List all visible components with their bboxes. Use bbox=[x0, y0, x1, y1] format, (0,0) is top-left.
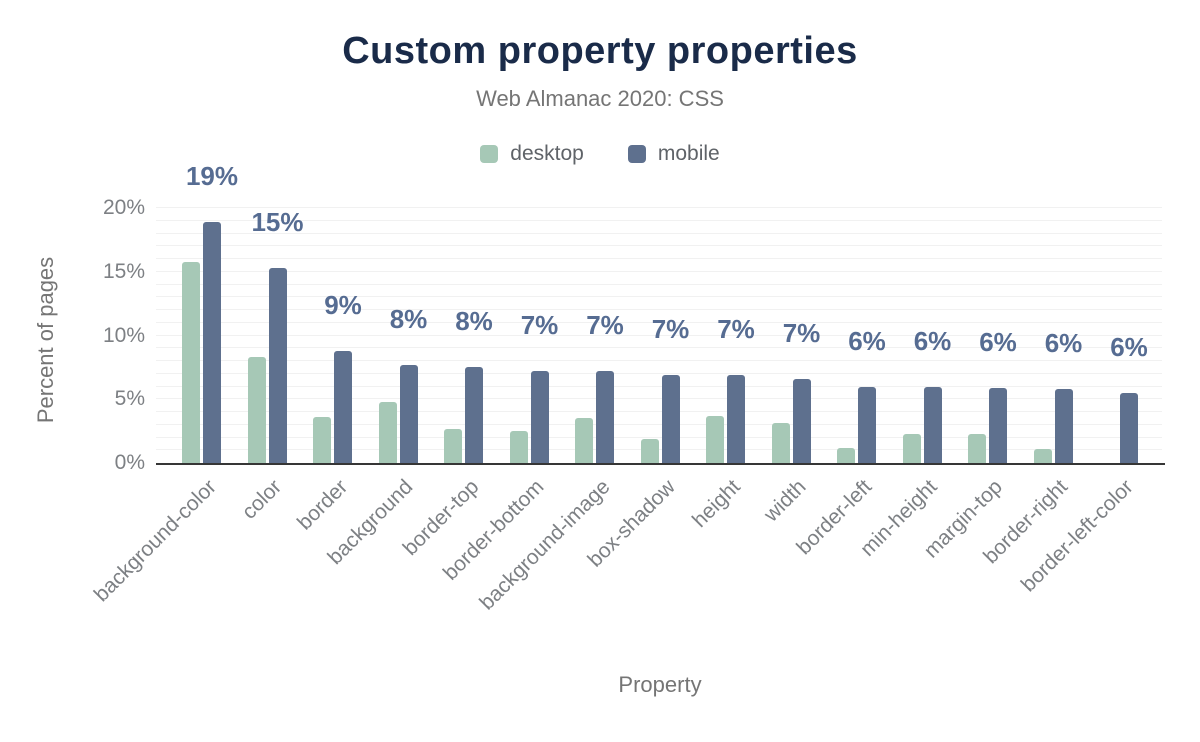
gridline bbox=[156, 219, 1162, 221]
bar-mobile-border-left bbox=[858, 386, 876, 463]
bar-desktop-border-bottom bbox=[509, 431, 528, 463]
bar-mobile-background-color bbox=[203, 222, 221, 463]
y-tick-label: 5% bbox=[114, 387, 145, 411]
legend-label-desktop: desktop bbox=[510, 142, 584, 165]
y-tick-label: 15% bbox=[102, 259, 145, 283]
bar-desktop-background-color bbox=[182, 261, 200, 463]
legend-item-desktop: desktop bbox=[480, 142, 584, 166]
gridline bbox=[156, 245, 1162, 247]
bar-mobile-box-shadow bbox=[661, 375, 680, 463]
x-tick-label-background-color: background-color bbox=[90, 475, 222, 607]
bar-value-label-background: 8% bbox=[389, 303, 428, 334]
bar-mobile-border-top bbox=[465, 367, 483, 463]
gridline bbox=[156, 321, 1162, 323]
y-tick-label: 0% bbox=[114, 451, 145, 474]
bar-value-label-border-right: 6% bbox=[1044, 328, 1083, 359]
bar-mobile-border-left-color bbox=[1120, 392, 1138, 463]
gridline bbox=[156, 283, 1162, 285]
bar-value-label-height: 7% bbox=[717, 314, 755, 345]
bar-value-label-background-image: 7% bbox=[586, 310, 624, 341]
bar-value-label-width: 7% bbox=[782, 317, 821, 348]
y-tick-label: 20% bbox=[102, 196, 145, 219]
bar-mobile-min-height bbox=[923, 386, 942, 463]
bar-desktop-border-right bbox=[1033, 448, 1052, 463]
bar-desktop-color bbox=[247, 357, 266, 463]
gridline bbox=[156, 449, 1162, 451]
bar-value-label-margin-top: 6% bbox=[979, 326, 1017, 357]
gridline bbox=[156, 411, 1162, 412]
gridline bbox=[156, 309, 1162, 310]
chart-title: Custom property properties bbox=[342, 30, 858, 72]
bar-value-label-border: 9% bbox=[324, 289, 362, 320]
gridline bbox=[156, 385, 1162, 387]
bar-mobile-border-right bbox=[1054, 389, 1073, 463]
gridline bbox=[156, 207, 1162, 208]
gridline bbox=[156, 398, 1162, 400]
gridline bbox=[156, 334, 1162, 336]
bar-mobile-border-bottom bbox=[530, 371, 549, 463]
bar-mobile-color bbox=[268, 267, 287, 463]
gridline bbox=[156, 258, 1162, 259]
bar-value-label-border-top: 8% bbox=[455, 306, 493, 337]
bar-mobile-border bbox=[334, 350, 352, 463]
bar-value-label-min-height: 6% bbox=[913, 325, 952, 356]
legend-item-mobile: mobile bbox=[627, 142, 720, 166]
x-tick-label-border: border bbox=[292, 475, 353, 535]
bar-mobile-background bbox=[399, 364, 418, 463]
gridline bbox=[156, 347, 1162, 349]
legend-label-mobile: mobile bbox=[657, 142, 720, 165]
bar-value-label-color: 15% bbox=[251, 206, 304, 237]
y-tick-label: 10% bbox=[102, 323, 145, 347]
bar-value-label-border-left-color: 6% bbox=[1110, 331, 1148, 362]
bar-mobile-background-image bbox=[596, 371, 614, 463]
gridline bbox=[156, 436, 1162, 438]
x-tick-label-height: height bbox=[688, 475, 746, 533]
legend-swatch-desktop bbox=[480, 145, 499, 163]
bar-desktop-border bbox=[313, 417, 331, 463]
bar-desktop-width bbox=[771, 423, 790, 463]
bar-mobile-width bbox=[792, 378, 811, 463]
x-axis-line bbox=[156, 463, 1165, 465]
bar-desktop-background bbox=[378, 401, 397, 463]
bar-value-label-border-left: 6% bbox=[848, 325, 886, 356]
bar-value-label-background-color: 19% bbox=[185, 161, 239, 192]
gridline bbox=[156, 270, 1162, 272]
bar-mobile-height bbox=[727, 375, 745, 463]
bar-desktop-height bbox=[706, 415, 724, 463]
gridline bbox=[156, 423, 1162, 425]
bar-desktop-min-height bbox=[902, 433, 921, 463]
gridline bbox=[156, 296, 1162, 298]
x-tick-label-width: width bbox=[759, 475, 811, 527]
bar-value-label-border-bottom: 7% bbox=[520, 310, 559, 341]
bar-desktop-border-left bbox=[837, 447, 855, 463]
bar-mobile-margin-top bbox=[989, 387, 1007, 463]
plot-area: 19% 15% 9% 8% 8% 7% 7% 7% 7% 7% 6% 6% 6% 6% 6% bbox=[156, 163, 1165, 465]
bar-desktop-margin-top bbox=[968, 433, 986, 463]
bar-desktop-background-image bbox=[575, 418, 593, 463]
chart-subtitle: Web Almanac 2020: CSS bbox=[476, 86, 724, 111]
legend: desktop mobile bbox=[0, 142, 1200, 166]
x-axis-title: Property bbox=[618, 672, 702, 697]
gridline bbox=[156, 372, 1162, 374]
bar-desktop-box-shadow bbox=[640, 438, 659, 463]
legend-swatch-mobile bbox=[627, 145, 646, 163]
gridline bbox=[156, 360, 1162, 361]
bar-desktop-border-top bbox=[444, 428, 462, 463]
bar-value-label-box-shadow: 7% bbox=[651, 314, 690, 345]
x-tick-label-color: color bbox=[238, 475, 287, 524]
gridline bbox=[156, 232, 1162, 234]
